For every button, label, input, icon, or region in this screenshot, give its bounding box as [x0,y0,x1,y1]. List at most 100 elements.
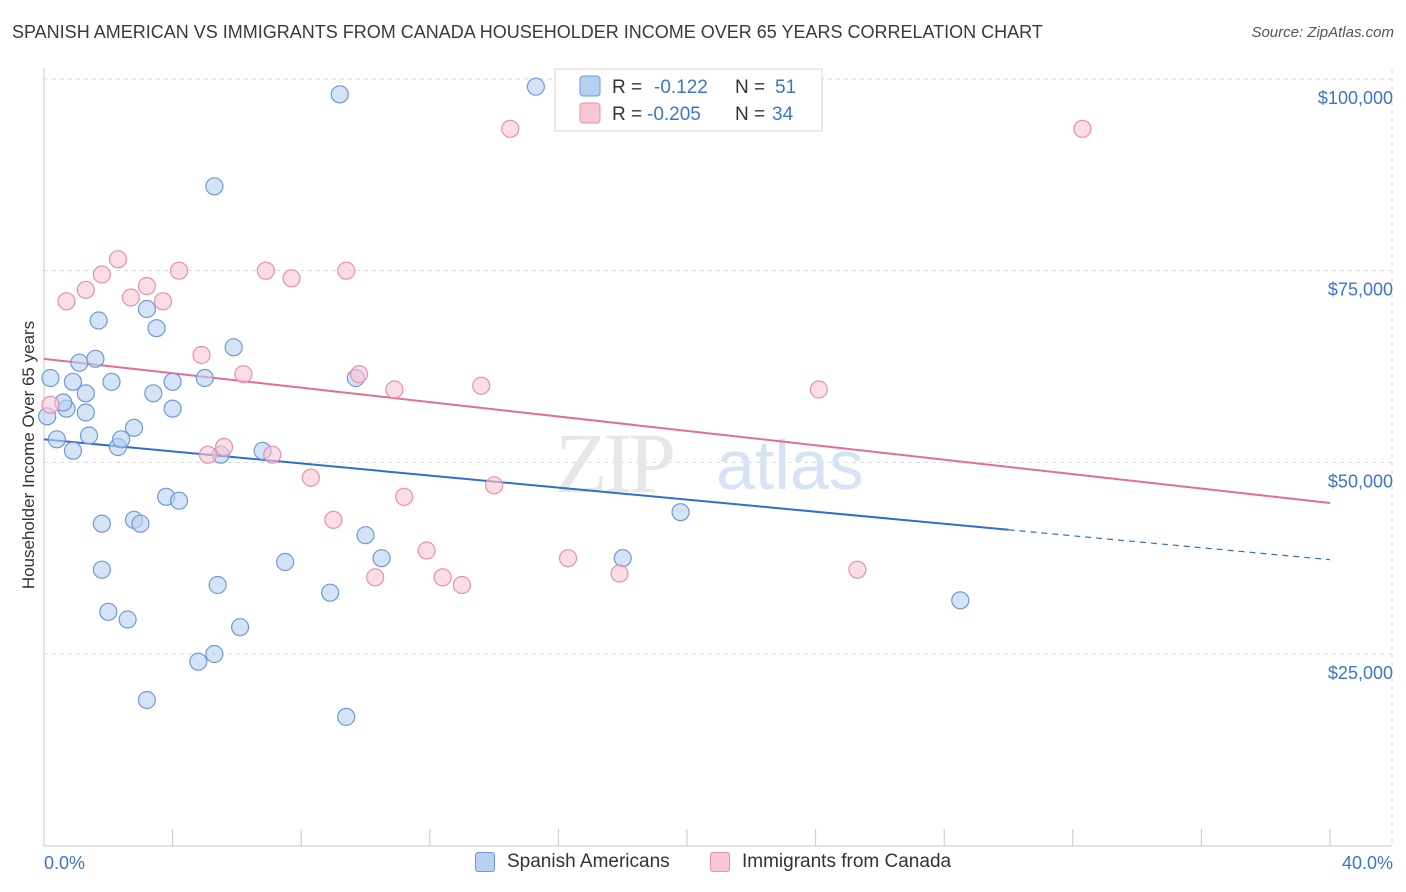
source-label: Source: ZipAtlas.com [1251,24,1394,41]
legend-n-value-2: 34 [772,104,794,125]
bottom-legend-swatch-pink [710,852,730,872]
point-spanish-americans [92,514,111,533]
point-spanish-americans [137,299,156,319]
watermark: ZIP atlas [555,415,864,511]
point-spanish-americans [76,403,95,422]
point-immigrants-from-canada [301,468,320,487]
legend-r-value-1: -0.122 [654,77,708,98]
trend-lines [43,357,1331,561]
point-immigrants-from-canada [433,568,452,587]
point-spanish-americans [951,591,970,610]
point-immigrants-from-canada [41,395,60,414]
point-spanish-americans [118,610,137,629]
bottom-legend-label: Immigrants from Canada [742,851,952,872]
point-spanish-americans [124,418,144,437]
bottom-legend-item-spanish-americans[interactable]: Spanish Americans [475,851,670,873]
point-spanish-americans [131,514,150,533]
watermark-atlas: atlas [716,426,864,504]
x-tick-label: 40.0% [1342,853,1393,873]
point-spanish-americans [99,602,118,621]
point-immigrants-from-canada [1073,119,1092,138]
point-spanish-americans [92,560,111,579]
point-spanish-americans [163,399,182,418]
point-immigrants-from-canada [558,549,578,568]
point-spanish-americans [102,372,121,391]
point-immigrants-from-canada [76,280,95,299]
point-spanish-americans [224,338,243,357]
point-spanish-americans [208,575,227,595]
point-spanish-americans [137,690,156,710]
point-spanish-americans [671,503,690,522]
point-immigrants-from-canada [137,276,156,296]
point-spanish-americans [63,372,83,391]
point-spanish-americans [205,177,224,196]
trend-line-immigrants-from-canada [43,357,1331,504]
point-spanish-americans [526,77,545,96]
point-immigrants-from-canada [809,380,828,399]
legend-r-label-2: R = [612,104,642,125]
point-immigrants-from-canada [366,568,385,587]
point-immigrants-from-canada [324,510,343,529]
bottom-legend-label: Spanish Americans [507,851,670,872]
point-immigrants-from-canada [472,376,491,395]
y-tick-label: $100,000 [1318,88,1393,108]
axes [43,68,1392,847]
y-axis-title: Householder Income Over 65 years [19,321,38,589]
point-immigrants-from-canada [485,476,504,495]
point-immigrants-from-canada [263,445,282,464]
point-immigrants-from-canada [452,575,472,595]
point-spanish-americans [205,644,224,664]
point-immigrants-from-canada [501,119,520,138]
point-immigrants-from-canada [610,564,629,583]
bottom-legend-item-immigrants-from-canada[interactable]: Immigrants from Canada [710,851,951,873]
point-spanish-americans [337,707,356,726]
point-spanish-americans [112,430,131,449]
point-spanish-americans [63,441,83,460]
legend-n-label-1: N = [735,77,765,98]
point-immigrants-from-canada [256,261,275,280]
y-tick-label: $25,000 [1328,663,1393,683]
point-immigrants-from-canada [282,269,301,288]
watermark-zip: ZIP [555,415,673,511]
point-immigrants-from-canada [121,288,140,307]
point-spanish-americans [231,618,250,637]
legend-r-value-2: -0.205 [647,104,701,125]
point-spanish-americans [169,491,189,510]
legend-box: R = -0.122 N = 51 R = -0.205 N = 34 [554,68,823,132]
point-spanish-americans [86,349,105,368]
point-immigrants-from-canada [349,365,369,384]
chart-title: SPANISH AMERICAN VS IMMIGRANTS FROM CANA… [12,22,1043,42]
point-spanish-americans [41,368,60,388]
point-spanish-americans [330,85,349,104]
point-spanish-americans [195,368,214,388]
point-spanish-americans [144,384,163,403]
point-immigrants-from-canada [848,560,867,579]
point-immigrants-from-canada [192,345,211,365]
point-spanish-americans [189,652,208,671]
bottom-legend-swatch-blue [475,852,495,872]
point-immigrants-from-canada [108,250,128,269]
y-tick-label: $50,000 [1328,471,1393,491]
point-spanish-americans [79,426,99,445]
point-immigrants-from-canada [234,365,253,384]
legend-swatch-pink [579,102,601,124]
point-immigrants-from-canada [169,261,189,280]
point-spanish-americans [356,526,375,545]
point-spanish-americans [163,372,182,391]
point-immigrants-from-canada [153,292,173,311]
x-tick-label: 0.0% [44,853,85,873]
point-immigrants-from-canada [417,541,436,560]
point-immigrants-from-canada [198,445,218,464]
point-immigrants-from-canada [337,261,356,280]
point-spanish-americans [613,549,632,568]
trend-line-spanish-americans-extrapolated [1008,529,1331,561]
y-tick-label: $75,000 [1328,280,1393,300]
point-immigrants-from-canada [214,437,234,457]
legend-n-value-1: 51 [775,77,796,98]
point-spanish-americans [76,384,95,403]
tick-labels: $25,000 $50,000 $75,000 $100,000 0.0% 40.0% [44,88,1393,873]
point-immigrants-from-canada [385,380,404,399]
point-spanish-americans [372,549,391,568]
point-spanish-americans [321,583,340,602]
